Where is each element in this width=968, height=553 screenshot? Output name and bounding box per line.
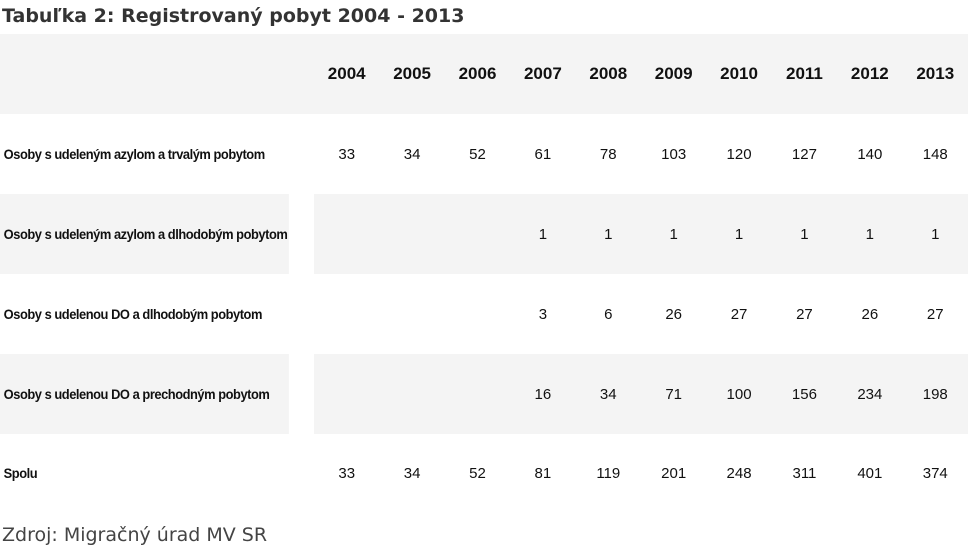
column-header-year: 2011 <box>771 34 838 114</box>
table-cell: 27 <box>730 305 748 323</box>
table-cell: 127 <box>791 145 817 163</box>
table-cell: 33 <box>338 464 356 482</box>
table-cell: 100 <box>706 354 772 434</box>
table-cell: 1 <box>510 194 576 274</box>
column-header-year: 2004 <box>314 34 380 114</box>
table-cell: 52 <box>469 145 486 163</box>
table-cell: 201 <box>661 464 687 482</box>
column-header-year: 2008 <box>575 34 641 114</box>
table-cell: 198 <box>902 354 968 434</box>
table-cell: 140 <box>857 145 883 163</box>
table-cell: 248 <box>726 464 752 482</box>
table-cell: 34 <box>403 464 421 482</box>
table-cell <box>444 194 511 274</box>
table-cell: 311 <box>792 464 817 482</box>
table-cell: 234 <box>837 354 903 434</box>
table-cell: 401 <box>857 464 883 482</box>
table-cell: 27 <box>926 305 944 323</box>
table-row: Osoby s udeleným azylom a dlhodobým poby… <box>0 194 968 274</box>
table-cell: 1 <box>706 194 772 274</box>
table-cell: 27 <box>796 305 813 323</box>
column-header-year: 2005 <box>379 34 445 114</box>
table-cell: 1 <box>575 194 641 274</box>
table-cell <box>314 274 379 354</box>
table-row: Osoby s udelenou DO a dlhodobým pobytom … <box>0 274 968 354</box>
source-note: Zdroj: Migračný úrad MV SR <box>2 524 268 546</box>
table-cell: 1 <box>771 194 838 274</box>
column-header-year: 2006 <box>444 34 511 114</box>
table-title: Tabuľka 2: Registrovaný pobyt 2004 - 201… <box>2 5 465 27</box>
table-cell: 103 <box>661 145 687 163</box>
table-cell: 1 <box>640 194 707 274</box>
row-label: Osoby s udeleným azylom a dlhodobým poby… <box>0 194 289 274</box>
table-cell: 33 <box>338 145 356 163</box>
column-header-year: 2009 <box>640 34 707 114</box>
table-cell: 1 <box>837 194 903 274</box>
table-cell: 81 <box>534 464 552 482</box>
table-cell: 120 <box>726 145 752 163</box>
table-cell: 34 <box>575 354 641 434</box>
table-cell: 16 <box>510 354 576 434</box>
table-cell: 26 <box>861 305 879 323</box>
table-cell: 3 <box>538 305 548 323</box>
table-cell: 78 <box>599 145 617 163</box>
table-cell <box>445 274 510 354</box>
row-label: Osoby s udelenou DO a dlhodobým pobytom <box>3 306 263 322</box>
table-cell: 6 <box>604 305 613 323</box>
table-cell <box>314 354 380 434</box>
table-cell <box>444 354 511 434</box>
column-header-year: 2012 <box>837 34 903 114</box>
table-cell: 61 <box>534 145 552 163</box>
table-cell: 374 <box>922 464 948 482</box>
table-cell: 148 <box>922 145 948 163</box>
table-cell <box>314 194 380 274</box>
table-cell: 71 <box>640 354 707 434</box>
table-cell <box>379 274 444 354</box>
table-row: Osoby s udeleným azylom a trvalým pobyto… <box>0 114 968 194</box>
data-table: 2004 2005 2006 2007 2008 2009 2010 2011 … <box>0 34 968 512</box>
table-cell: 1 <box>902 194 968 274</box>
table-cell <box>379 194 445 274</box>
table-cell <box>379 354 445 434</box>
data-table-container: 2004 2005 2006 2007 2008 2009 2010 2011 … <box>0 34 968 512</box>
table-cell: 119 <box>596 464 621 482</box>
table-cell: 26 <box>665 305 682 323</box>
row-label: Osoby s udelenou DO a prechodným pobytom <box>0 354 289 434</box>
table-cell: 156 <box>771 354 838 434</box>
column-header-year: 2013 <box>902 34 968 114</box>
table-row-total: Spolu 33 34 52 81 119 201 248 311 401 37… <box>0 434 968 512</box>
row-label-total: Spolu <box>3 465 38 481</box>
table-cell: 52 <box>469 464 486 482</box>
column-header-year: 2007 <box>510 34 576 114</box>
table-cell: 34 <box>403 145 421 163</box>
table-row: Osoby s udelenou DO a prechodným pobytom… <box>0 354 968 434</box>
column-header-year: 2010 <box>706 34 772 114</box>
header-corner-cell <box>0 34 315 114</box>
row-label: Osoby s udeleným azylom a trvalým pobyto… <box>3 146 265 162</box>
table-header-row: 2004 2005 2006 2007 2008 2009 2010 2011 … <box>0 34 968 114</box>
